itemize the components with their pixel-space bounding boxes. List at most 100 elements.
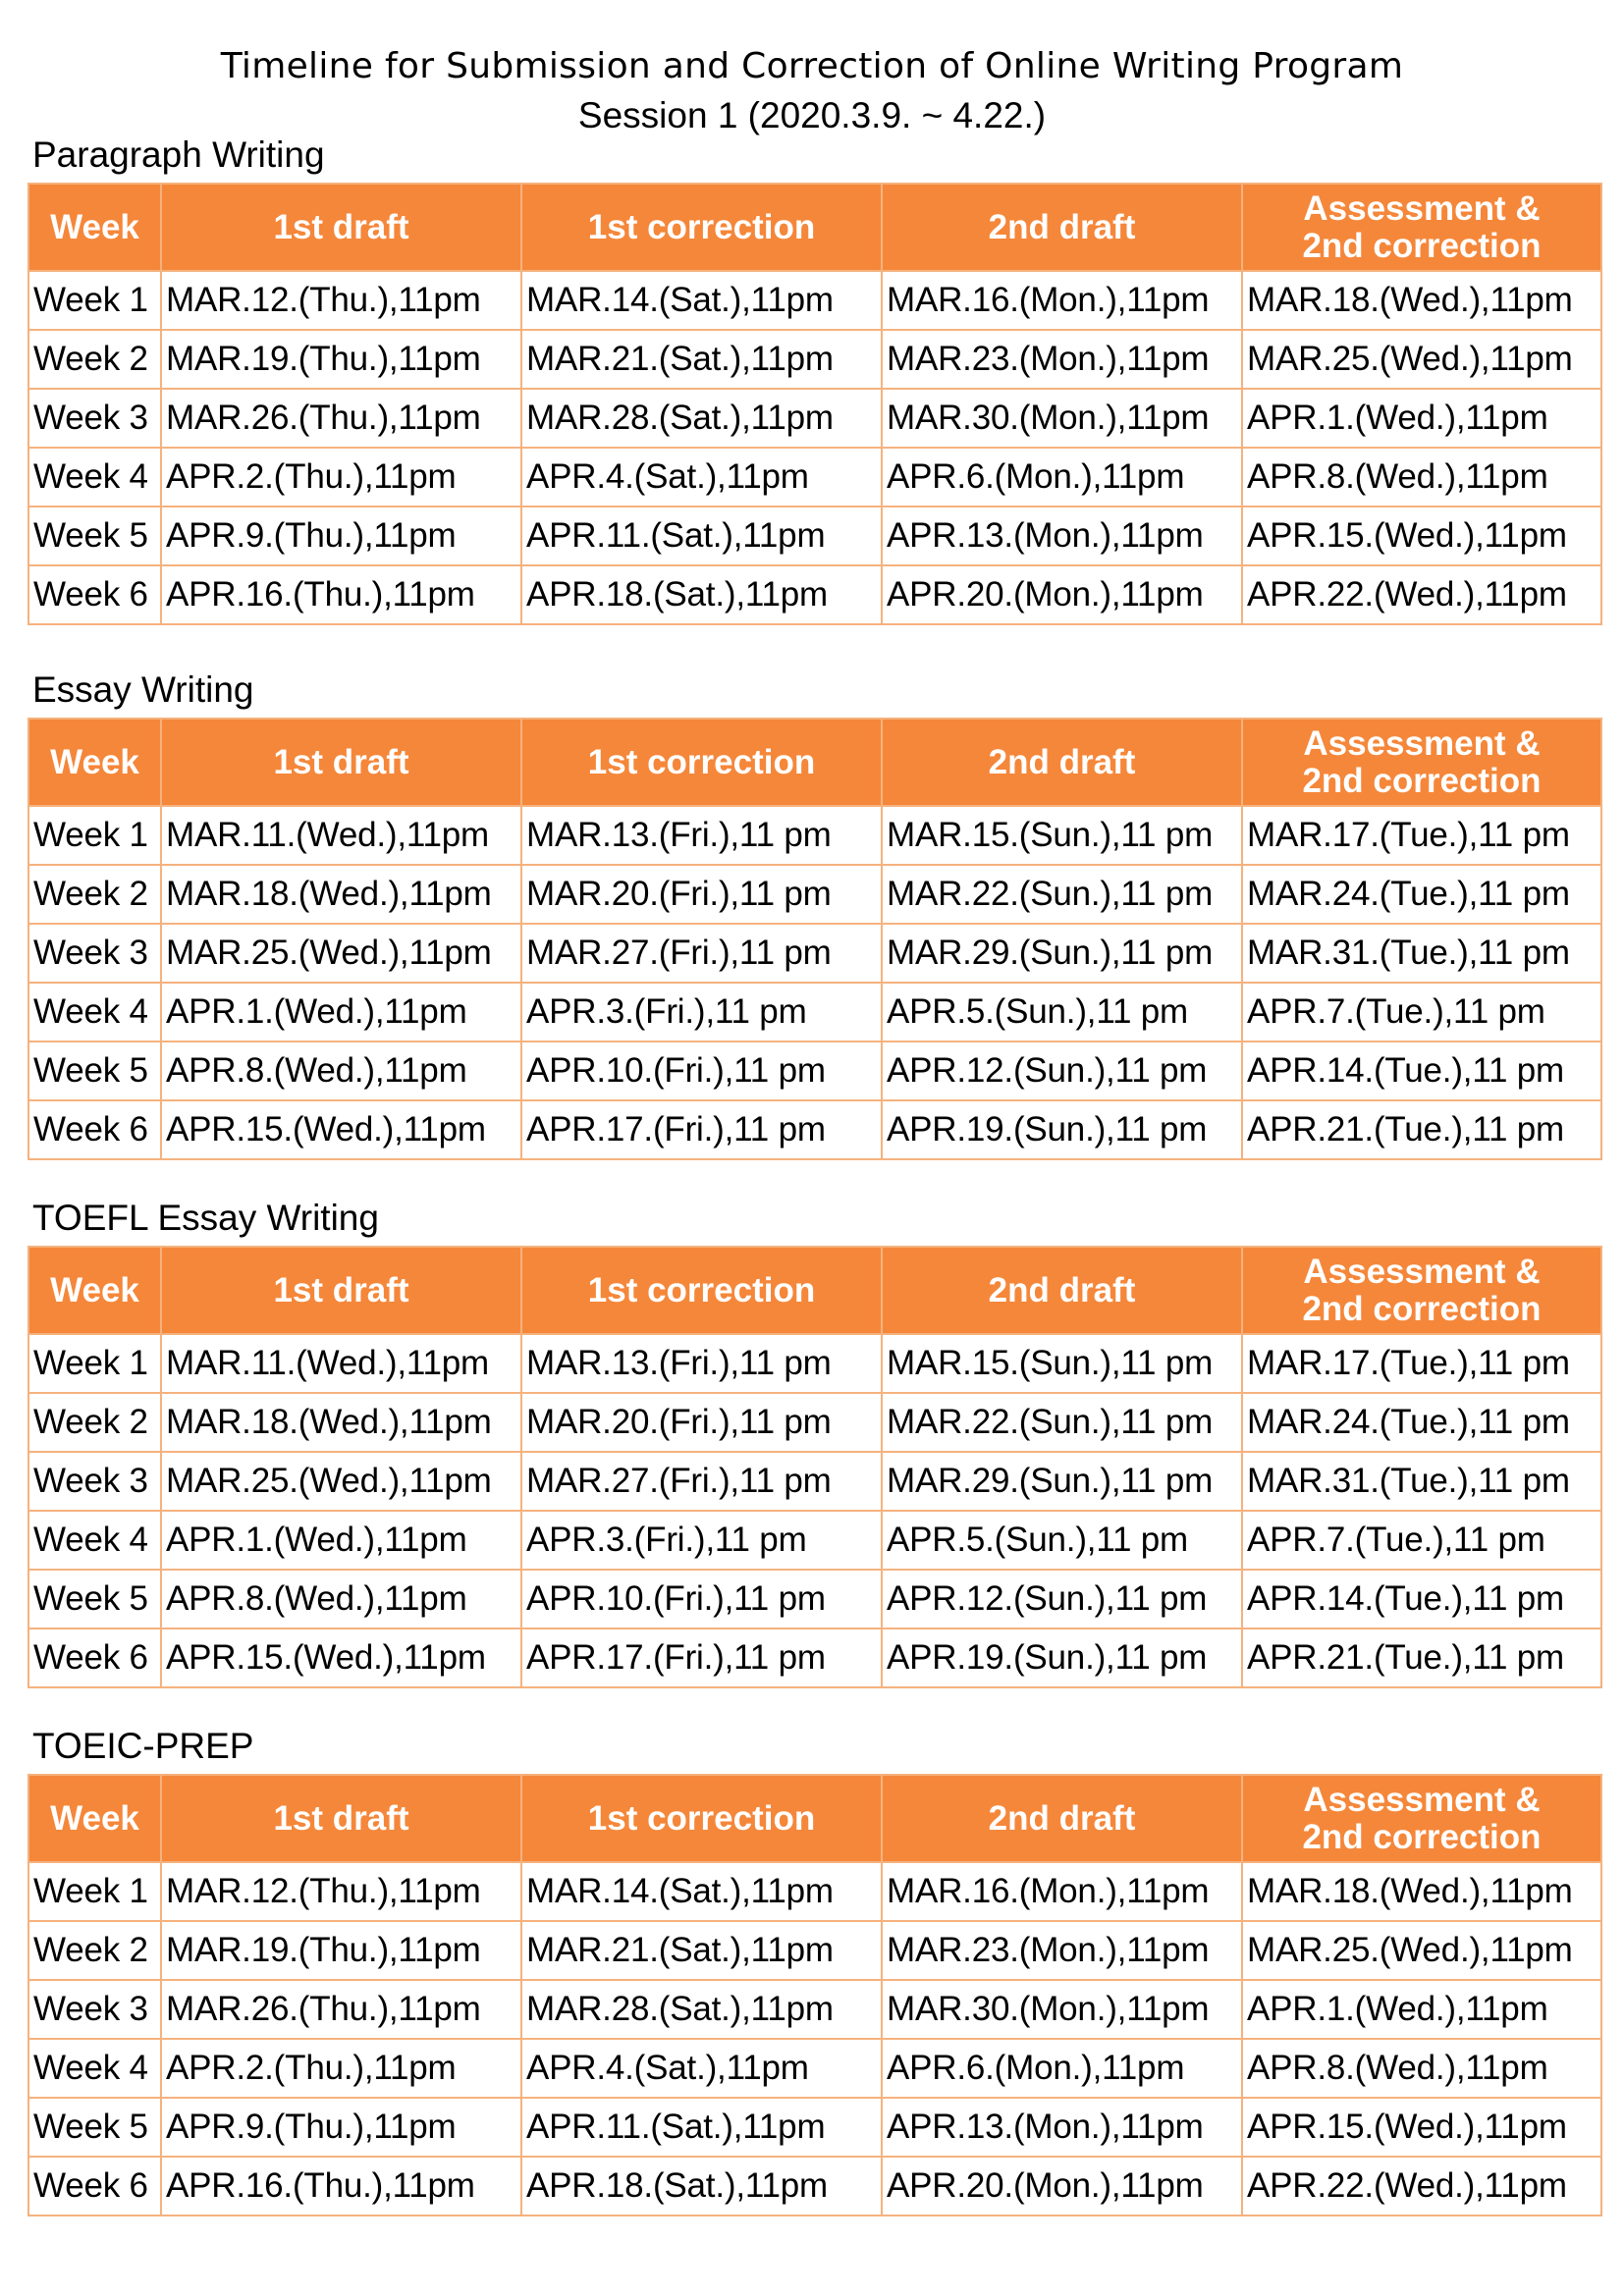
first-draft-cell: MAR.25.(Wed.),11pm (160, 923, 522, 984)
first-correction-cell: APR.17.(Fri.),11 pm (520, 1099, 883, 1160)
first-correction-cell: APR.3.(Fri.),11 pm (520, 982, 883, 1042)
second-draft-cell: APR.6.(Mon.),11pm (881, 2038, 1243, 2099)
first-draft-cell: MAR.18.(Wed.),11pm (160, 864, 522, 925)
timeline-table: Week 1st draft 1st correction 2nd draft … (27, 718, 1602, 1160)
week-cell: Week 1 (27, 1861, 162, 1922)
second-draft-cell: MAR.29.(Sun.),11 pm (881, 923, 1243, 984)
header-assessment-line1: Assessment & (1303, 1780, 1541, 1819)
second-draft-cell: MAR.16.(Mon.),11pm (881, 1861, 1243, 1922)
header-first-draft: 1st draft (160, 1774, 522, 1863)
header-assessment-line2: 2nd correction (1302, 1289, 1542, 1328)
second-draft-cell: MAR.15.(Sun.),11 pm (881, 805, 1243, 866)
second-draft-cell: MAR.23.(Mon.),11pm (881, 329, 1243, 390)
week-cell: Week 4 (27, 1510, 162, 1571)
header-assessment-line1: Assessment & (1303, 723, 1541, 763)
first-correction-cell: MAR.14.(Sat.),11pm (520, 1861, 883, 1922)
assessment-cell: MAR.25.(Wed.),11pm (1241, 1920, 1602, 1981)
first-draft-cell: APR.16.(Thu.),11pm (160, 564, 522, 625)
first-draft-cell: APR.2.(Thu.),11pm (160, 447, 522, 507)
table-row: Week 2 MAR.19.(Thu.),11pm MAR.21.(Sat.),11… (27, 329, 1602, 390)
second-draft-cell: MAR.15.(Sun.),11 pm (881, 1333, 1243, 1394)
session-subtitle: Session 1 (2020.3.9. ~ 4.22.) (577, 95, 1047, 135)
header-week: Week (27, 1246, 162, 1335)
second-draft-cell: APR.12.(Sun.),11 pm (881, 1041, 1243, 1101)
second-draft-cell: APR.19.(Sun.),11 pm (881, 1099, 1243, 1160)
week-cell: Week 6 (27, 1099, 162, 1160)
first-correction-cell: MAR.28.(Sat.),11pm (520, 388, 883, 449)
table-row: Week 5 APR.8.(Wed.),11pm APR.10.(Fri.),11 … (27, 1569, 1602, 1629)
assessment-cell: MAR.18.(Wed.),11pm (1241, 1861, 1602, 1922)
second-draft-cell: APR.20.(Mon.),11pm (881, 2156, 1243, 2216)
second-draft-cell: APR.6.(Mon.),11pm (881, 447, 1243, 507)
first-correction-cell: APR.4.(Sat.),11pm (520, 447, 883, 507)
first-draft-cell: MAR.19.(Thu.),11pm (160, 1920, 522, 1981)
week-cell: Week 3 (27, 1451, 162, 1512)
header-assessment-line1: Assessment & (1303, 1252, 1541, 1291)
assessment-cell: APR.22.(Wed.),11pm (1241, 2156, 1602, 2216)
table-row: Week 4 APR.1.(Wed.),11pm APR.3.(Fri.),11 p… (27, 982, 1602, 1042)
week-cell: Week 5 (27, 1041, 162, 1101)
first-draft-cell: APR.9.(Thu.),11pm (160, 2097, 522, 2158)
header-second-draft: 2nd draft (881, 1774, 1243, 1863)
assessment-cell: MAR.24.(Tue.),11 pm (1241, 864, 1602, 925)
second-draft-cell: MAR.30.(Mon.),11pm (881, 388, 1243, 449)
second-draft-cell: MAR.22.(Sun.),11 pm (881, 1392, 1243, 1453)
section-title: Paragraph Writing (32, 134, 325, 175)
first-correction-cell: MAR.27.(Fri.),11 pm (520, 1451, 883, 1512)
first-correction-cell: MAR.13.(Fri.),11 pm (520, 805, 883, 866)
assessment-cell: APR.1.(Wed.),11pm (1241, 1979, 1602, 2040)
first-draft-cell: MAR.11.(Wed.),11pm (160, 1333, 522, 1394)
assessment-cell: MAR.18.(Wed.),11pm (1241, 270, 1602, 331)
header-week: Week (27, 183, 162, 272)
week-cell: Week 5 (27, 506, 162, 566)
table-row: Week 3 MAR.26.(Thu.),11pm MAR.28.(Sat.),11… (27, 1979, 1602, 2040)
table-row: Week 2 MAR.18.(Wed.),11pm MAR.20.(Fri.),11… (27, 864, 1602, 925)
header-first-correction: 1st correction (520, 1246, 883, 1335)
header-week: Week (27, 718, 162, 807)
assessment-cell: APR.8.(Wed.),11pm (1241, 2038, 1602, 2099)
table-header-row: Week 1st draft 1st correction 2nd draft … (27, 183, 1602, 272)
week-cell: Week 2 (27, 1920, 162, 1981)
assessment-cell: APR.14.(Tue.),11 pm (1241, 1569, 1602, 1629)
header-assessment: Assessment & 2nd correction (1241, 1246, 1602, 1335)
week-cell: Week 1 (27, 270, 162, 331)
first-correction-cell: APR.3.(Fri.),11 pm (520, 1510, 883, 1571)
assessment-cell: MAR.17.(Tue.),11 pm (1241, 1333, 1602, 1394)
second-draft-cell: APR.12.(Sun.),11 pm (881, 1569, 1243, 1629)
second-draft-cell: APR.5.(Sun.),11 pm (881, 1510, 1243, 1571)
first-draft-cell: MAR.26.(Thu.),11pm (160, 1979, 522, 2040)
first-correction-cell: MAR.14.(Sat.),11pm (520, 270, 883, 331)
week-cell: Week 6 (27, 564, 162, 625)
first-draft-cell: APR.1.(Wed.),11pm (160, 982, 522, 1042)
header-first-correction: 1st correction (520, 183, 883, 272)
header-assessment: Assessment & 2nd correction (1241, 1774, 1602, 1863)
timeline-table: Week 1st draft 1st correction 2nd draft … (27, 1246, 1602, 1688)
first-draft-cell: APR.1.(Wed.),11pm (160, 1510, 522, 1571)
header-assessment-line2: 2nd correction (1302, 226, 1542, 265)
assessment-cell: APR.7.(Tue.),11 pm (1241, 982, 1602, 1042)
section-toeic-prep: TOEIC-PREP Week 1st draft 1st correction… (27, 1725, 1602, 2216)
first-draft-cell: MAR.12.(Thu.),11pm (160, 270, 522, 331)
second-draft-cell: APR.13.(Mon.),11pm (881, 2097, 1243, 2158)
assessment-cell: MAR.17.(Tue.),11 pm (1241, 805, 1602, 866)
assessment-cell: APR.8.(Wed.),11pm (1241, 447, 1602, 507)
header-assessment-line2: 2nd correction (1302, 1817, 1542, 1856)
week-cell: Week 3 (27, 1979, 162, 2040)
first-correction-cell: APR.11.(Sat.),11pm (520, 2097, 883, 2158)
first-correction-cell: APR.4.(Sat.),11pm (520, 2038, 883, 2099)
assessment-cell: APR.21.(Tue.),11 pm (1241, 1628, 1602, 1688)
header-second-draft: 2nd draft (881, 718, 1243, 807)
week-cell: Week 4 (27, 2038, 162, 2099)
table-header-row: Week 1st draft 1st correction 2nd draft … (27, 718, 1602, 807)
table-row: Week 3 MAR.25.(Wed.),11pm MAR.27.(Fri.),11… (27, 1451, 1602, 1512)
first-draft-cell: APR.8.(Wed.),11pm (160, 1041, 522, 1101)
section-title: TOEIC-PREP (32, 1726, 254, 1766)
section-essay-writing: Essay Writing Week 1st draft 1st correct… (27, 668, 1602, 1160)
header-first-draft: 1st draft (160, 183, 522, 272)
second-draft-cell: MAR.30.(Mon.),11pm (881, 1979, 1243, 2040)
week-cell: Week 4 (27, 447, 162, 507)
first-correction-cell: APR.17.(Fri.),11 pm (520, 1628, 883, 1688)
second-draft-cell: MAR.22.(Sun.),11 pm (881, 864, 1243, 925)
section-title: Essay Writing (32, 669, 254, 710)
